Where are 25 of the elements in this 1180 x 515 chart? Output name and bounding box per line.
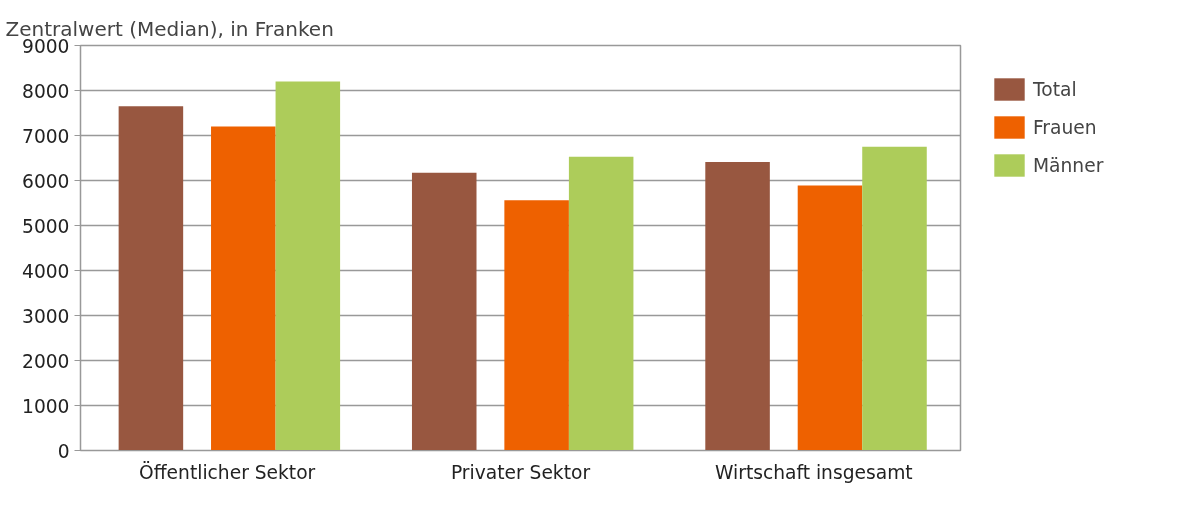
bar	[118, 106, 184, 451]
y-tick-label: 1000	[22, 395, 70, 417]
y-tick-label: 2000	[22, 350, 70, 372]
y-tick-label: 6000	[22, 170, 70, 192]
legend-label: Total	[1033, 78, 1077, 100]
bar	[797, 185, 863, 451]
y-tick-label: 7000	[22, 125, 70, 147]
bar	[211, 126, 276, 451]
bar	[275, 81, 341, 451]
bar	[705, 162, 770, 451]
x-tick-label: Privater Sektor	[450, 461, 591, 483]
legend-label: Frauen	[1033, 116, 1097, 138]
bar	[568, 156, 634, 451]
y-tick-label: 3000	[22, 305, 70, 327]
bar	[504, 200, 569, 451]
y-tick-label: 0	[57, 440, 70, 462]
y-tick-label: 9000	[22, 35, 70, 57]
bar	[862, 146, 927, 451]
legend-label: Männer	[1033, 154, 1104, 176]
y-tick-label: 8000	[22, 80, 70, 102]
bar	[411, 172, 477, 451]
x-tick-label: Öffentlicher Sektor	[139, 460, 316, 483]
x-tick-label: Wirtschaft insgesamt	[715, 461, 913, 483]
y-tick-label: 4000	[22, 260, 70, 282]
y-tick-label: 5000	[22, 215, 70, 237]
